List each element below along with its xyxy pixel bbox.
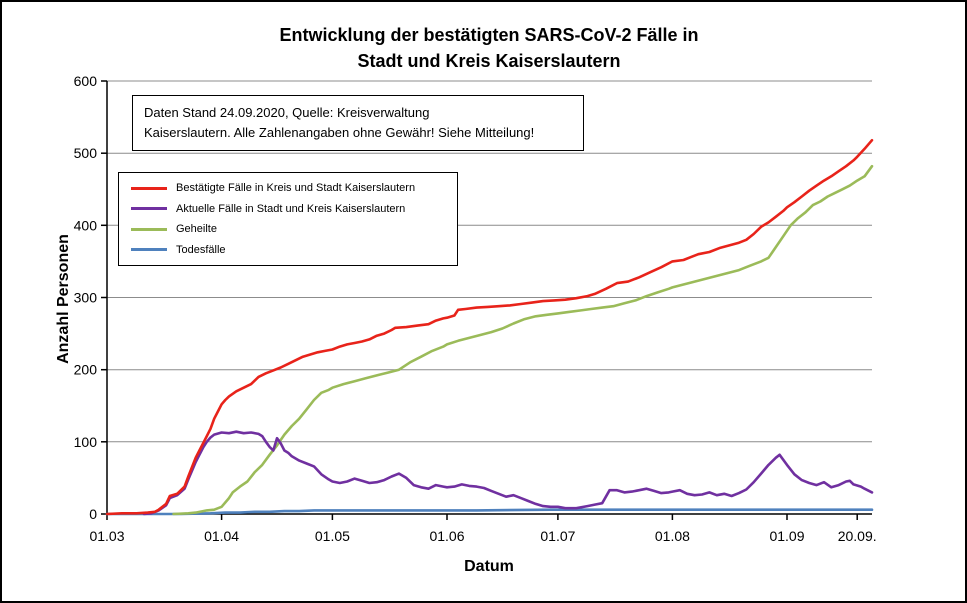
legend-item: Todesfälle (131, 244, 445, 256)
legend-label: Todesfälle (176, 243, 226, 256)
x-tick-label: 01.09 (769, 528, 804, 544)
y-tick-label: 0 (89, 506, 97, 522)
x-axis-title: Datum (464, 558, 514, 575)
y-axis-title: Anzahl Personen (55, 234, 72, 364)
data-source-note: Daten Stand 24.09.2020, Quelle: Kreisver… (132, 95, 584, 152)
legend: Bestätigte Fälle in Kreis und Stadt Kais… (118, 172, 458, 266)
y-tick-label: 300 (74, 290, 98, 306)
series-line-aktuelle-faelle (142, 430, 874, 516)
series-line-bestaetigte-faelle (105, 138, 874, 516)
legend-line-swatch (131, 186, 167, 190)
legend-label: Bestätigte Fälle in Kreis und Stadt Kais… (176, 182, 416, 194)
legend-item: Aktuelle Fälle in Stadt und Kreis Kaiser… (131, 203, 445, 215)
y-tick-label: 600 (74, 73, 98, 89)
legend-line-swatch (131, 207, 167, 211)
y-tick-label: 400 (74, 217, 98, 233)
x-tick-label: 01.05 (315, 528, 350, 544)
y-tick-label: 100 (74, 434, 98, 450)
legend-line-swatch (131, 248, 167, 252)
legend-label: Aktuelle Fälle in Stadt und Kreis Kaiser… (176, 202, 406, 215)
y-tick-label: 200 (74, 362, 98, 378)
legend-item: Geheilte (131, 223, 445, 235)
x-tick-label: 01.03 (89, 528, 124, 544)
x-tick-label: 01.08 (655, 528, 690, 544)
legend-line-swatch (131, 227, 167, 231)
x-tick-label: 01.06 (429, 528, 464, 544)
series-line-todesfaelle (105, 508, 874, 516)
x-tick-label: 01.07 (540, 528, 575, 544)
x-tick-label: 01.04 (204, 528, 239, 544)
chart-title: Entwicklung der bestätigten SARS-CoV-2 F… (279, 25, 699, 72)
y-tick-label: 500 (74, 145, 98, 161)
x-tick-label: 20.09. (838, 528, 877, 544)
legend-label: Geheilte (176, 223, 217, 236)
legend-item: Bestätigte Fälle in Kreis und Stadt Kais… (131, 182, 445, 194)
